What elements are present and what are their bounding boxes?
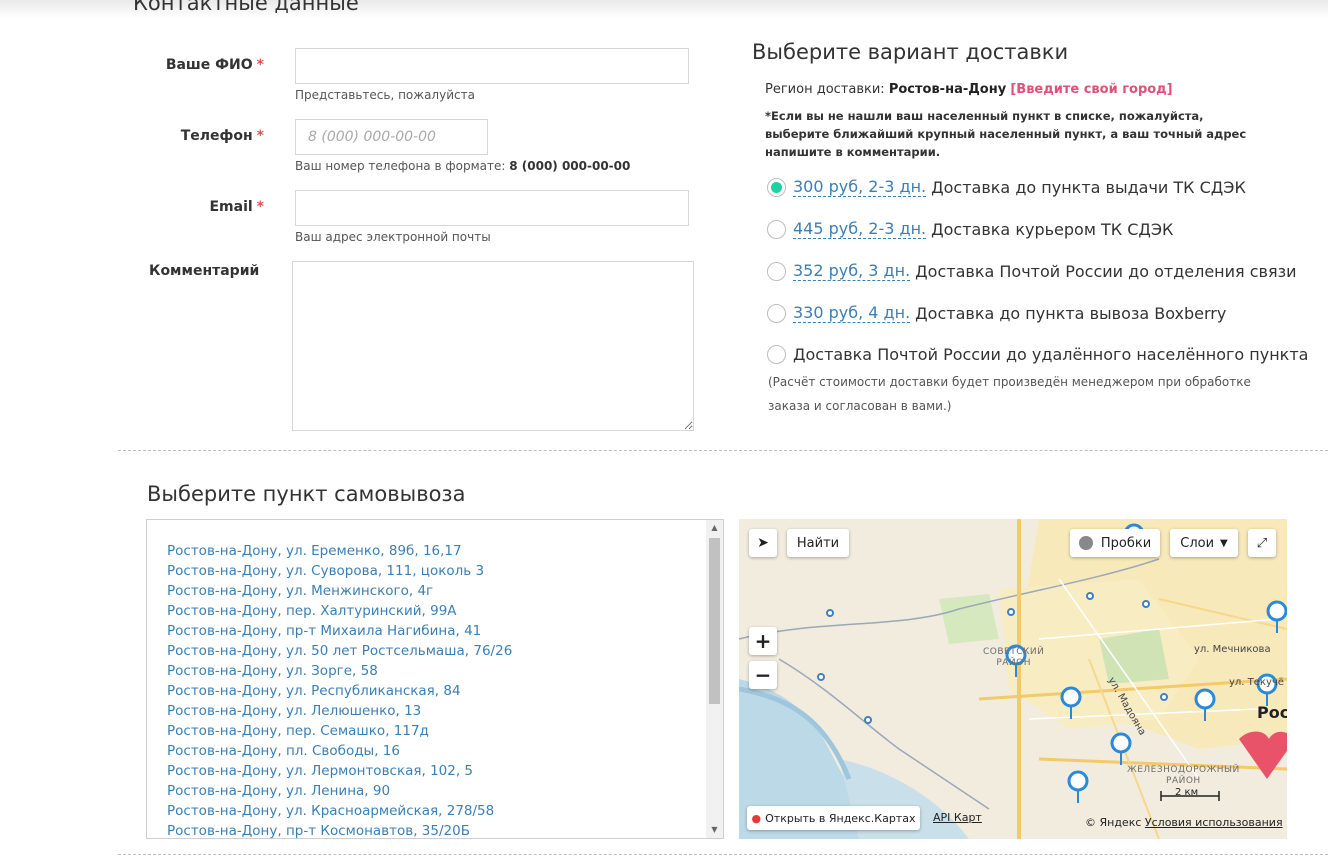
- phone-input[interactable]: [295, 119, 488, 155]
- pickup-point-item[interactable]: Ростов-на-Дону, пл. Свободы, 16: [167, 743, 400, 759]
- radio-selected[interactable]: [767, 177, 786, 197]
- email-hint: Ваш адрес электронной почты: [295, 230, 491, 244]
- map-scale: 2 км: [1175, 787, 1199, 798]
- delivery-option-russian-post[interactable]: 352 руб, 3 дн. Доставка Почтой России до…: [767, 261, 1297, 281]
- pickup-point-item[interactable]: Ростов-на-Дону, пер. Семашко, 117д: [167, 723, 429, 739]
- list-scrollbar[interactable]: ▲ ▼: [706, 520, 723, 838]
- chevron-down-icon: ▼: [1220, 537, 1228, 549]
- delivery-option-cdek-pickup[interactable]: 300 руб, 2-3 дн. Доставка до пункта выда…: [767, 177, 1246, 197]
- option-label: Доставка Почтой России до удалённого нас…: [793, 345, 1309, 364]
- phone-hint: Ваш номер телефона в формате: 8 (000) 00…: [295, 159, 631, 173]
- pickup-point-item[interactable]: Ростов-на-Дону, ул. Ленина, 90: [167, 783, 391, 799]
- map-canvas: [739, 519, 1287, 839]
- map-copyright: © Яндекс Условия использования: [1085, 816, 1283, 829]
- map-label-city: Рос: [1257, 703, 1287, 722]
- geolocation-button[interactable]: ➤: [749, 529, 777, 557]
- scroll-thumb[interactable]: [709, 538, 720, 704]
- map-search-button[interactable]: Найти: [787, 529, 849, 557]
- pickup-point-item[interactable]: Ростов-на-Дону, ул. Республиканская, 84: [167, 683, 461, 699]
- option-price[interactable]: 352 руб, 3 дн.: [793, 261, 911, 281]
- name-input[interactable]: [295, 48, 689, 84]
- option-price[interactable]: 330 руб, 4 дн.: [793, 303, 911, 323]
- zoom-in-button[interactable]: +: [749, 627, 777, 655]
- comment-label: Комментарий: [149, 263, 260, 279]
- delivery-option-boxberry[interactable]: 330 руб, 4 дн. Доставка до пункта вывоза…: [767, 303, 1226, 323]
- divider: [118, 450, 1328, 451]
- pickup-map[interactable]: СОВЕТСКИЙ РАЙОН ЖЕЛЕЗНОДОРОЖНЫЙ РАЙОН ул. …: [739, 519, 1287, 839]
- pickup-points-list[interactable]: Ростов-на-Дону, ул. Еременко, 89б, 16,17…: [146, 519, 724, 839]
- api-link[interactable]: API Карт: [933, 811, 982, 824]
- option-label: Доставка Почтой России до отделения связ…: [915, 261, 1297, 281]
- delivery-option-cdek-courier[interactable]: 445 руб, 2-3 дн. Доставка курьером ТК СД…: [767, 219, 1173, 239]
- option-label: Доставка до пункта выдачи ТК СДЭК: [931, 177, 1246, 197]
- pickup-point-item[interactable]: Ростов-на-Дону, ул. Менжинского, 4г: [167, 583, 434, 599]
- pickup-title: Выберите пункт самовывоза: [147, 482, 466, 506]
- option-price[interactable]: 300 руб, 2-3 дн.: [793, 177, 927, 197]
- comment-textarea[interactable]: [292, 261, 694, 431]
- map-pin-icon: ●: [751, 811, 762, 825]
- pickup-point-item[interactable]: Ростов-на-Дону, ул. 50 лет Ростсельмаша,…: [167, 643, 513, 659]
- phone-label: Телефон *: [180, 128, 264, 144]
- pickup-point-item[interactable]: Ростов-на-Дону, пер. Халтуринский, 99А: [167, 603, 457, 619]
- fullscreen-button[interactable]: ⤢: [1248, 529, 1276, 557]
- scroll-up-arrow[interactable]: ▲: [711, 523, 718, 532]
- name-hint: Представьтесь, пожалуйста: [295, 88, 475, 102]
- delivery-note: *Если вы не нашли ваш населенный пункт в…: [765, 109, 1247, 159]
- name-label: Ваше ФИО *: [165, 57, 264, 73]
- open-in-yandex-button[interactable]: ● Открыть в Яндекс.Картах: [747, 806, 920, 830]
- pickup-point-item[interactable]: Ростов-на-Дону, пр-т Михаила Нагибина, 4…: [167, 623, 482, 639]
- delivery-option-remote[interactable]: Доставка Почтой России до удалённого нас…: [767, 345, 1308, 364]
- map-street-tekuchyova: ул. Текучё: [1229, 677, 1284, 688]
- terms-link[interactable]: Условия использования: [1144, 816, 1283, 829]
- radio[interactable]: [767, 219, 786, 239]
- email-label: Email *: [209, 199, 264, 215]
- pickup-points: Ростов-на-Дону, ул. Еременко, 89б, 16,17…: [167, 541, 513, 839]
- radio[interactable]: [767, 303, 786, 323]
- map-label-district-zheleznodorozhny: ЖЕЛЕЗНОДОРОЖНЫЙ РАЙОН: [1127, 765, 1240, 786]
- location-arrow-icon: ➤: [757, 535, 769, 551]
- expand-icon: ⤢: [1256, 535, 1268, 551]
- change-city-link[interactable]: [Введите свой город]: [1010, 82, 1173, 97]
- pickup-point-item[interactable]: Ростов-на-Дону, ул. Еременко, 89б, 16,17: [167, 543, 462, 559]
- pickup-point-item[interactable]: Ростов-на-Дону, ул. Суворова, 111, цокол…: [167, 563, 485, 579]
- map-street-mechnikova: ул. Мечникова: [1194, 644, 1271, 655]
- pickup-point-item[interactable]: Ростов-на-Дону, пр-т Космонавтов, 35/20Б: [167, 823, 470, 839]
- traffic-icon: [1078, 536, 1093, 550]
- divider-bottom: [118, 854, 1328, 855]
- contacts-title: Контактные данные: [133, 0, 359, 15]
- scroll-down-arrow[interactable]: ▼: [711, 825, 718, 834]
- option-label: Доставка до пункта вывоза Boxberry: [915, 303, 1227, 323]
- pickup-point-item[interactable]: Ростов-на-Дону, ул. Зорге, 58: [167, 663, 378, 679]
- pickup-point-item[interactable]: Ростов-на-Дону, ул. Лермонтовская, 102, …: [167, 763, 474, 779]
- option-price[interactable]: 445 руб, 2-3 дн.: [793, 219, 927, 239]
- zoom-out-button[interactable]: −: [749, 661, 777, 689]
- top-shadow: [0, 0, 1328, 18]
- pickup-point-item[interactable]: Ростов-на-Дону, ул. Красноармейская, 278…: [167, 803, 495, 819]
- email-input[interactable]: [295, 190, 689, 226]
- radio[interactable]: [767, 261, 786, 281]
- delivery-region: Регион доставки: Ростов-на-Дону [Введите…: [765, 82, 1173, 97]
- layers-button[interactable]: Слои ▼: [1170, 529, 1238, 557]
- pickup-point-item[interactable]: Ростов-на-Дону, ул. Лелюшенко, 13: [167, 703, 422, 719]
- traffic-button[interactable]: Пробки: [1070, 529, 1160, 557]
- option-label: Доставка курьером ТК СДЭК: [931, 219, 1174, 239]
- map-label-district-sovetsky: СОВЕТСКИЙ РАЙОН: [983, 647, 1045, 668]
- radio[interactable]: [767, 345, 786, 364]
- remote-delivery-note: (Расчёт стоимости доставки будет произве…: [768, 375, 1251, 413]
- delivery-title: Выберите вариант доставки: [752, 40, 1069, 64]
